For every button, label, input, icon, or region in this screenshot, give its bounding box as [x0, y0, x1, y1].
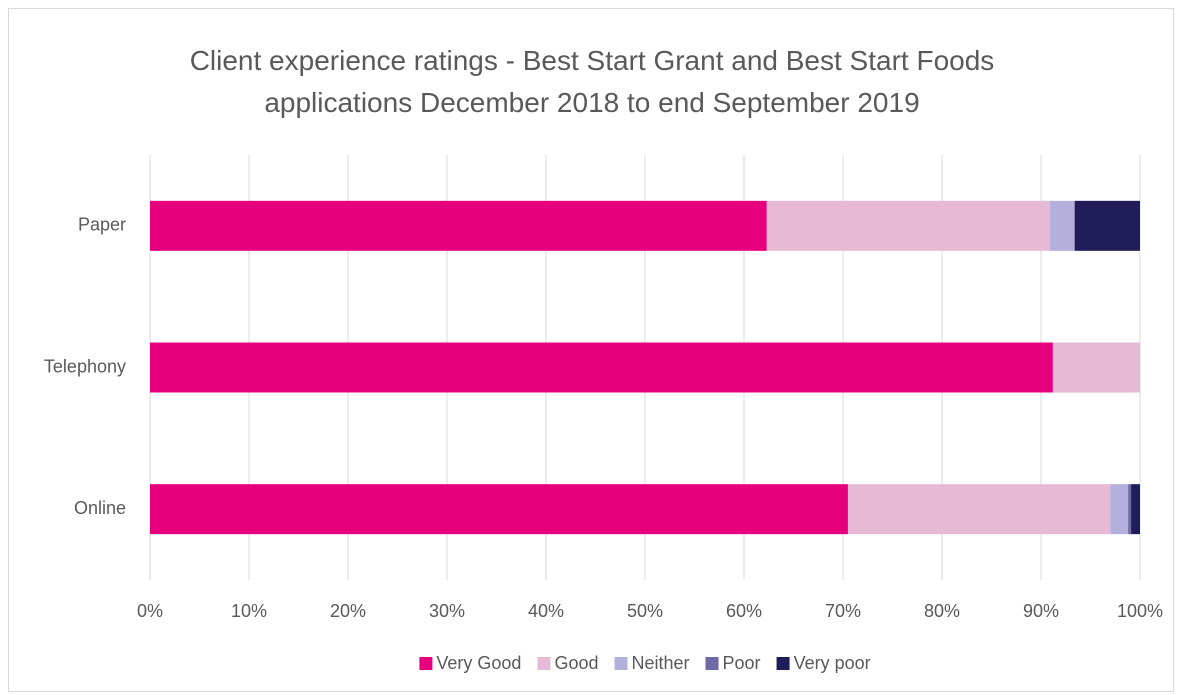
y-tick-label: Online	[74, 498, 126, 518]
x-tick-label: 80%	[924, 601, 960, 621]
x-tick-label: 100%	[1117, 601, 1163, 621]
legend-swatch	[614, 657, 628, 670]
legend-swatch	[776, 657, 790, 670]
x-tick-label: 60%	[726, 601, 762, 621]
x-tick-label: 40%	[528, 601, 564, 621]
bar-segment	[1110, 484, 1129, 535]
bar-segment	[150, 484, 848, 535]
bar-segment	[150, 200, 767, 251]
chart-title: Client experience ratings - Best Start G…	[189, 45, 995, 118]
legend-swatch	[419, 657, 433, 670]
bar-segment	[1049, 200, 1075, 251]
bar-segment	[150, 342, 1053, 393]
x-tick-label: 30%	[429, 601, 465, 621]
x-tick-label: 90%	[1023, 601, 1059, 621]
bar-segment	[1128, 484, 1132, 535]
x-tick-label: 20%	[330, 601, 366, 621]
bar-segment	[847, 484, 1111, 535]
legend-label: Neither	[632, 653, 690, 673]
x-tick-label: 70%	[825, 601, 861, 621]
legend-swatch	[537, 657, 551, 670]
bar-segment	[1131, 484, 1140, 535]
legend-label: Very Good	[436, 653, 521, 673]
y-tick-label: Paper	[78, 215, 126, 235]
x-tick-label: 50%	[627, 601, 663, 621]
y-tick-label: Telephony	[44, 356, 126, 376]
legend-label: Poor	[723, 653, 761, 673]
legend-swatch	[705, 657, 719, 670]
legend-label: Very poor	[794, 653, 871, 673]
chart-frame	[8, 8, 1174, 692]
bar-segment	[1074, 200, 1140, 251]
bar-segment	[1052, 342, 1140, 393]
legend-label: Good	[554, 653, 598, 673]
x-tick-label: 10%	[231, 601, 267, 621]
bar-segment	[766, 200, 1050, 251]
x-tick-label: 0%	[137, 601, 163, 621]
